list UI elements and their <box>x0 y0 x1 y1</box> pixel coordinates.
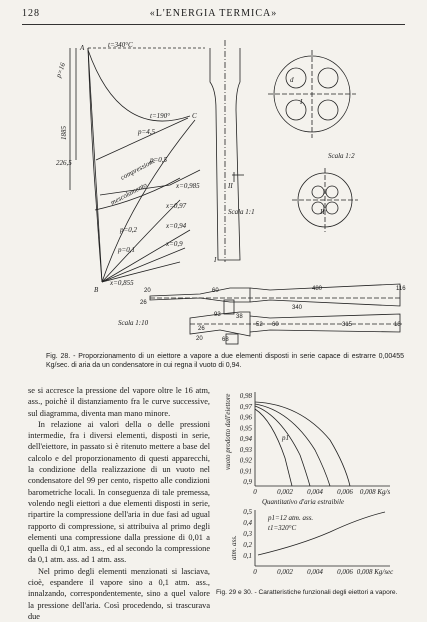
label: p=0,2 <box>119 226 137 234</box>
label: p=16 <box>54 61 67 79</box>
label: x=0,97 <box>165 202 187 210</box>
label: 18 <box>394 322 401 328</box>
label: 1885 <box>60 126 68 141</box>
page: {"header":{"page_number":"128","journal"… <box>22 8 407 621</box>
label: 93 <box>214 312 221 318</box>
axis-label: vuoto prodotto dall'eiettore <box>224 394 232 470</box>
label: 20 <box>144 288 151 294</box>
y-tick-label: 0,1 <box>243 552 252 560</box>
axis-label: Quantitativo d'aria estraibile <box>262 498 344 506</box>
curve-label: p1 <box>281 434 289 442</box>
x-tick-label: 0,008 Kg/sec <box>357 568 394 576</box>
paragraph: Nel primo degli elementi menzionati si l… <box>28 566 210 621</box>
journal-title: «L'ENERGIA TERMICA» <box>149 8 278 19</box>
x-tick-label: 0,004 <box>307 568 323 576</box>
label: 116 <box>396 286 406 292</box>
y-tick-label: 0,94 <box>240 435 253 443</box>
label: x=0,985 <box>175 182 200 190</box>
figure-caption: Fig. 29 e 30. - Caratteristiche funziona… <box>216 589 398 596</box>
y-tick-label: 0,92 <box>240 457 253 465</box>
y-tick-label: 0,91 <box>240 467 252 475</box>
label: 315 <box>342 322 353 328</box>
x-tick-label: 0,002 <box>277 488 293 496</box>
chart-labels: 0,980,970,960,950,940,930,920,910,90 0,00… <box>224 392 394 576</box>
x-tick-label: 0,002 <box>277 568 293 576</box>
label: II <box>319 208 325 216</box>
y-tick-label: 0,2 <box>243 541 252 549</box>
label: 26 <box>140 300 147 306</box>
fig30-frame <box>254 510 390 567</box>
label: 38 <box>236 314 243 320</box>
y-tick-label: 0,98 <box>240 392 253 400</box>
paragraph: In relazione ai valori della o delle pre… <box>28 419 210 565</box>
label: 68 <box>222 337 229 343</box>
fig28-drawing <box>69 40 402 345</box>
label: II <box>227 182 233 190</box>
label: t=190° <box>150 112 170 120</box>
y-tick-label: 0,4 <box>243 519 252 527</box>
fig28-labels: A t=340°C p=16 1885 226,5 t=190° p=4,5 C… <box>54 41 406 343</box>
label: p=0,5 <box>149 156 167 164</box>
y-tick-label: 0,96 <box>240 414 253 422</box>
y-tick-label: 0,95 <box>240 424 253 432</box>
label: compressione <box>119 157 157 182</box>
y-tick-label: 0,9 <box>243 478 252 486</box>
page-number: 128 <box>22 8 40 19</box>
label: 340 <box>292 305 303 311</box>
annotation: p1=12 atm. ass. <box>267 514 313 522</box>
header-rule <box>22 24 405 25</box>
x-tick-label: 0 <box>253 488 257 496</box>
label: 52 <box>256 322 263 328</box>
axis-label: atm. ass. <box>230 535 238 560</box>
label: I <box>299 98 303 106</box>
label: Scala 1:1 <box>228 208 255 216</box>
paragraph: se si accresce la pressione del vapore o… <box>28 386 210 418</box>
body-column: se si accresce la pressione del vapore o… <box>28 385 210 622</box>
x-tick-label: 0,004 <box>307 488 323 496</box>
label: t=340°C <box>108 41 133 49</box>
y-tick-label: 0,97 <box>240 403 253 411</box>
y-tick-label: 0,5 <box>243 508 252 516</box>
label: I <box>213 256 217 264</box>
label: A <box>79 44 85 52</box>
label: d <box>290 76 294 84</box>
label: 480 <box>312 286 323 292</box>
figures: A t=340°C p=16 1885 226,5 t=190° p=4,5 C… <box>54 40 406 576</box>
x-tick-label: 0 <box>253 568 257 576</box>
label: x=0,9 <box>165 240 183 248</box>
annotation: t1=320°C <box>268 524 296 532</box>
label: C <box>192 112 197 120</box>
label: Scala 1:10 <box>118 319 149 327</box>
fig29-frame <box>254 392 390 487</box>
y-tick-label: 0,3 <box>243 530 252 538</box>
label: 60 <box>212 288 219 294</box>
label: 60 <box>272 322 279 328</box>
x-tick-label: 0,006 <box>337 568 353 576</box>
label: p=4,5 <box>137 128 155 136</box>
label: Scala 1:2 <box>328 152 355 160</box>
x-tick-label: 0,008 Kg/s <box>360 488 391 496</box>
label: 226,5 <box>56 159 72 167</box>
x-tick-label: 0,006 <box>337 488 353 496</box>
label: 26 <box>198 326 205 332</box>
label: B <box>94 286 99 294</box>
figure-caption: Fig. 28. - Proporzionamento di un eietto… <box>46 353 404 369</box>
label: p=0,1 <box>117 246 135 254</box>
label: x=0,94 <box>165 222 187 230</box>
label: 20 <box>196 336 203 342</box>
y-tick-label: 0,93 <box>240 446 253 454</box>
label: x=0,855 <box>109 279 134 287</box>
